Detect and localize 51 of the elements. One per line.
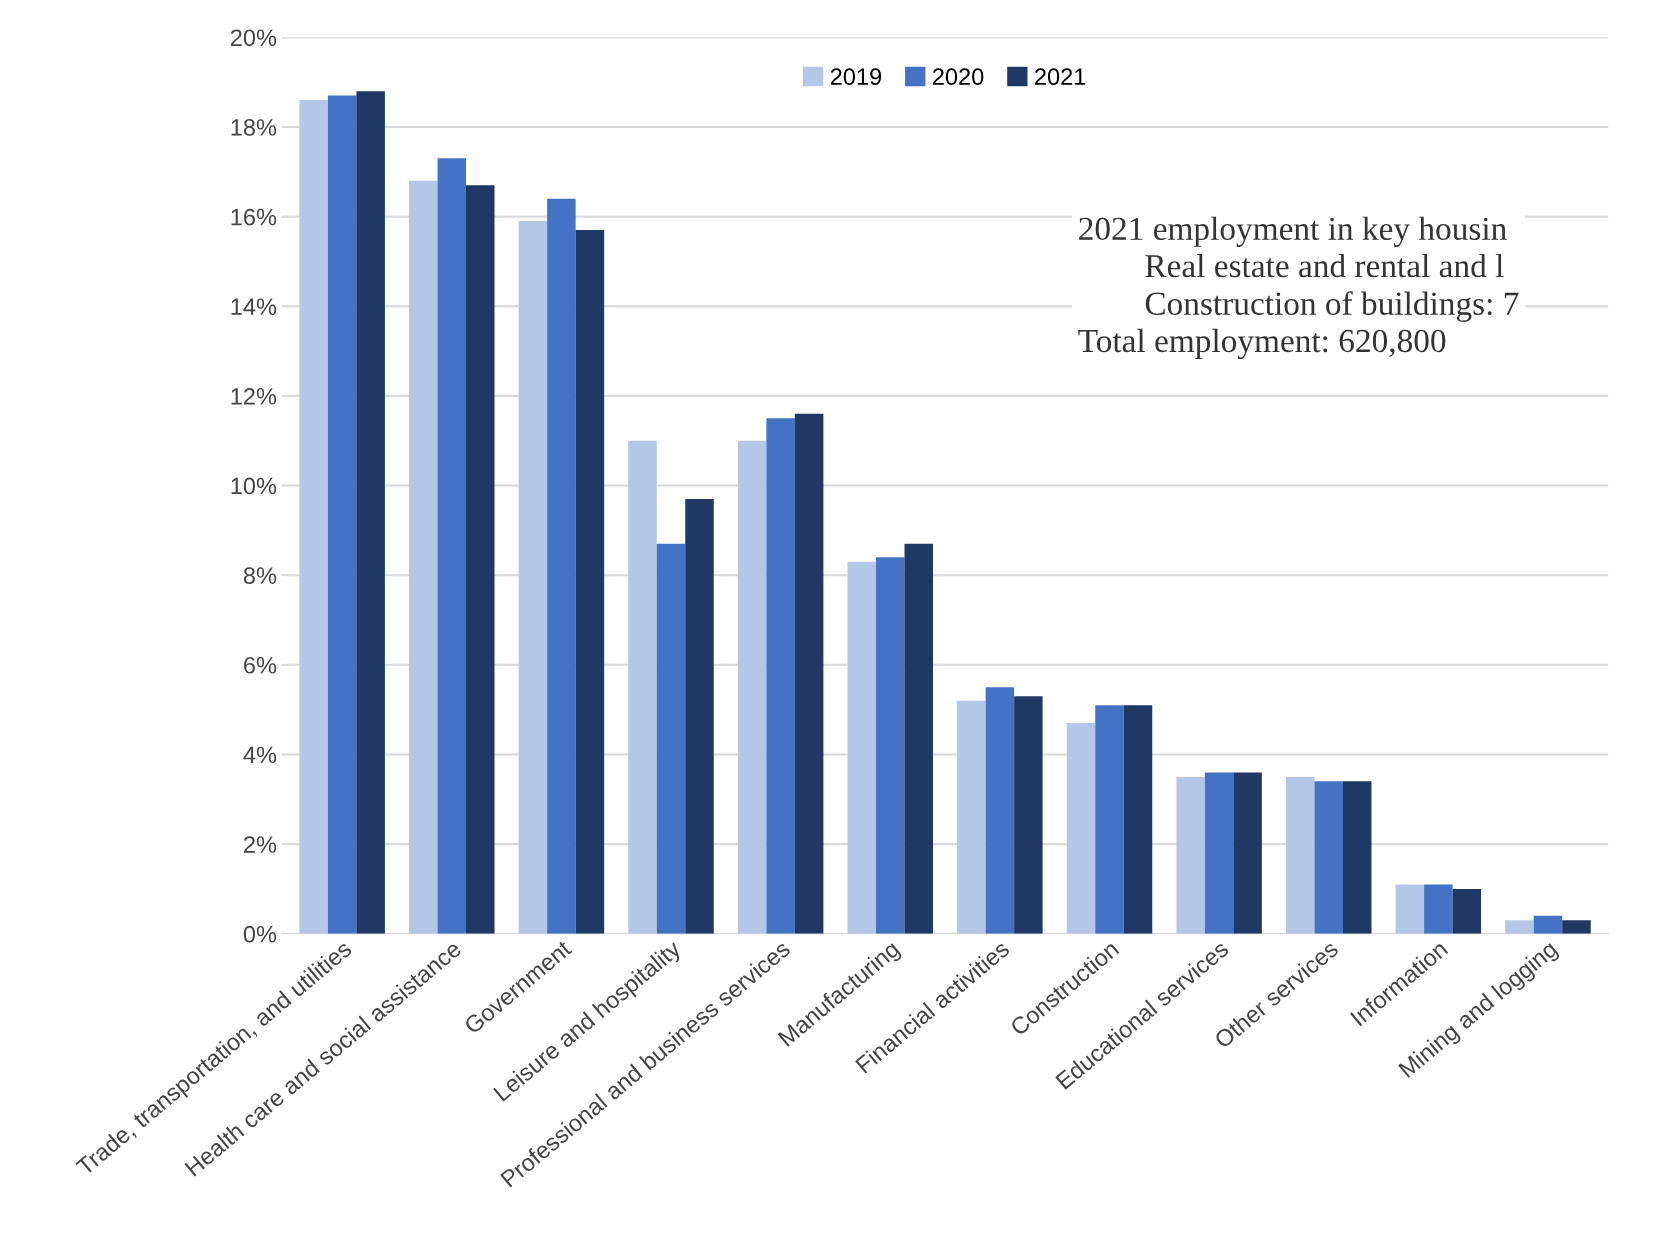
y-tick-label: 16%: [231, 208, 277, 226]
y-tick-label: 18%: [231, 119, 277, 136]
bar: [766, 418, 795, 934]
bar: [685, 499, 714, 934]
bar: [904, 543, 933, 934]
bar: [794, 413, 824, 934]
bar: [1176, 776, 1205, 934]
bar: [985, 687, 1015, 934]
legend-label: 2019: [830, 68, 882, 86]
y-tick-label: 20%: [230, 29, 277, 47]
bar: [1562, 920, 1591, 934]
y-tick-label: 6%: [244, 656, 277, 674]
bar: [1066, 723, 1096, 934]
bar: [547, 198, 576, 934]
bar: [1505, 920, 1534, 934]
bar: [1233, 772, 1262, 934]
bar: [1342, 781, 1372, 934]
bar: [628, 440, 657, 934]
bar: [466, 185, 495, 934]
bar: [876, 557, 905, 934]
bar: [737, 440, 767, 934]
bar: [847, 561, 876, 934]
y-tick-label: 0%: [243, 925, 277, 943]
bar: [656, 543, 686, 934]
bar: [437, 158, 467, 934]
bar: [409, 180, 438, 934]
bar: [957, 700, 986, 934]
bar: [327, 95, 357, 934]
legend-label: 2021: [1035, 68, 1086, 86]
legend-label: 2020: [932, 68, 984, 86]
y-tick-label: 10%: [231, 477, 277, 495]
bar: [1452, 888, 1482, 934]
bar: [1424, 884, 1453, 934]
annotation: 2021 employment in key housin Real estate and rental and l Construction of buildings: 7 Total employment: 620,800: [1078, 216, 1519, 360]
bar: [1533, 915, 1563, 934]
y-tick-label: 14%: [231, 298, 277, 315]
y-tick-label: 4%: [243, 746, 277, 764]
bar: [1014, 696, 1043, 934]
y-tick-label: 12%: [231, 387, 277, 405]
y-tick-label: 2%: [244, 836, 277, 853]
bar: [299, 100, 328, 934]
bar: [1123, 705, 1153, 934]
bar: [1395, 884, 1425, 934]
bar: [518, 221, 548, 934]
bar: [1285, 776, 1315, 934]
y-tick-label: 8%: [243, 567, 277, 584]
bar: [1095, 705, 1124, 934]
bar: [575, 230, 605, 934]
bar: [1314, 781, 1343, 934]
bar: [356, 91, 385, 934]
bar: [1204, 772, 1234, 934]
